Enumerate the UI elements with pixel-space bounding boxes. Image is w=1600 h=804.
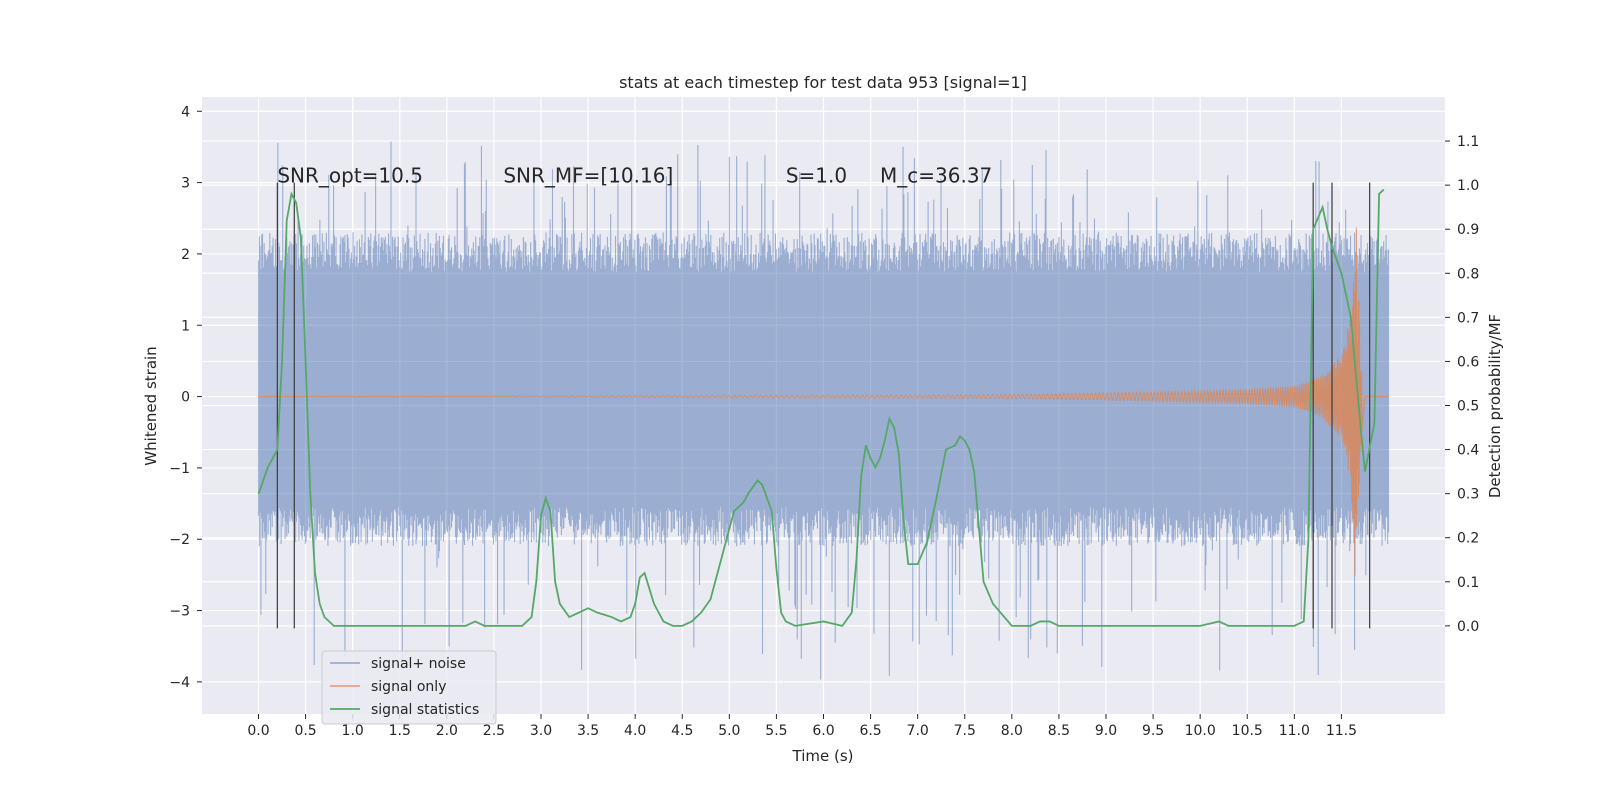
x-tick-label: 11.0 (1279, 723, 1310, 739)
y2-tick-label: 0.7 (1457, 310, 1479, 326)
x-tick-label: 4.0 (624, 723, 646, 739)
y2-tick-label: 0.5 (1457, 399, 1479, 415)
y-tick-label: −4 (169, 675, 190, 691)
x-tick-label: 10.0 (1185, 723, 1216, 739)
x-tick-label: 9.5 (1142, 723, 1164, 739)
y2-tick-label: 0.9 (1457, 222, 1479, 238)
x-tick-label: 5.5 (765, 723, 787, 739)
x-tick-label: 0.0 (247, 723, 269, 739)
y2-tick-label: 1.0 (1457, 178, 1479, 194)
x-tick-label: 6.0 (812, 723, 834, 739)
x-tick-label: 7.5 (954, 723, 976, 739)
legend: signal+ noise signal only signal statist… (321, 650, 497, 725)
chart-title: stats at each timestep for test data 953… (619, 73, 1027, 92)
x-tick-label: 2.0 (436, 723, 458, 739)
y2-tick-label: 0.4 (1457, 443, 1479, 459)
y2-tick-label: 0.8 (1457, 266, 1479, 282)
x-tick-label: 8.0 (1001, 723, 1023, 739)
x-tick-label: 3.0 (530, 723, 552, 739)
y-tick-label: 3 (181, 176, 190, 192)
y2-tick-label: 0.6 (1457, 354, 1479, 370)
x-tick-label: 8.5 (1048, 723, 1070, 739)
y-tick-label: 2 (181, 247, 190, 263)
data-area (257, 141, 1390, 680)
x-tick-label: 7.0 (907, 723, 929, 739)
y-tick-label: 4 (181, 104, 190, 120)
x-tick-label: 10.5 (1232, 723, 1263, 739)
y2-tick-label: 0.3 (1457, 487, 1479, 503)
legend-label-signal-noise: signal+ noise (371, 656, 466, 672)
annotation-snr-opt: SNR_opt=10.5 (277, 164, 423, 188)
annotations: SNR_opt=10.5 SNR_MF=[10.16] S=1.0 M_c=36.37 (277, 164, 992, 188)
axes: 0.0 0.5 1.0 1.5 2.0 2.5 3.0 3.5 4.0 4.5 5.0 5.5 6.0 6… (169, 104, 1479, 739)
y-tick-label: −3 (169, 604, 190, 620)
x-tick-label: 9.0 (1095, 723, 1117, 739)
legend-box (321, 650, 497, 725)
annotation-snr-mf: SNR_MF=[10.16] (503, 164, 673, 188)
y-tick-label: 1 (181, 318, 190, 334)
x-tick-label: 6.5 (859, 723, 881, 739)
y-axis-label: Whitened strain (142, 346, 160, 465)
legend-label-signal-statistics: signal statistics (371, 702, 479, 718)
y-tick-label: −1 (169, 461, 190, 477)
annotation-s: S=1.0 (786, 164, 847, 188)
y2-tick-label: 0.1 (1457, 575, 1479, 591)
y2-tick-label: 0.0 (1457, 619, 1479, 635)
annotation-mc: M_c=36.37 (880, 164, 992, 188)
y2-tick-label: 1.1 (1457, 134, 1479, 150)
y2-axis-label: Detection probability/MF (1486, 314, 1504, 498)
x-tick-label: 4.5 (671, 723, 693, 739)
y-tick-label: 0 (181, 390, 190, 406)
x-tick-label: 2.5 (483, 723, 505, 739)
x-tick-label: 11.5 (1326, 723, 1357, 739)
x-tick-label: 1.0 (342, 723, 364, 739)
series-signal-statistics-line (257, 188, 1385, 627)
series-signal-noise-line (257, 141, 1390, 680)
x-axis-label: Time (s) (792, 747, 854, 765)
y-tick-label: −2 (169, 532, 190, 548)
series-signal-only-line (258, 227, 1389, 576)
x-tick-label: 3.5 (577, 723, 599, 739)
y2-tick-label: 0.2 (1457, 531, 1479, 547)
legend-label-signal-only: signal only (371, 679, 446, 695)
x-tick-label: 5.0 (718, 723, 740, 739)
x-tick-label: 0.5 (294, 723, 316, 739)
x-tick-label: 1.5 (389, 723, 411, 739)
